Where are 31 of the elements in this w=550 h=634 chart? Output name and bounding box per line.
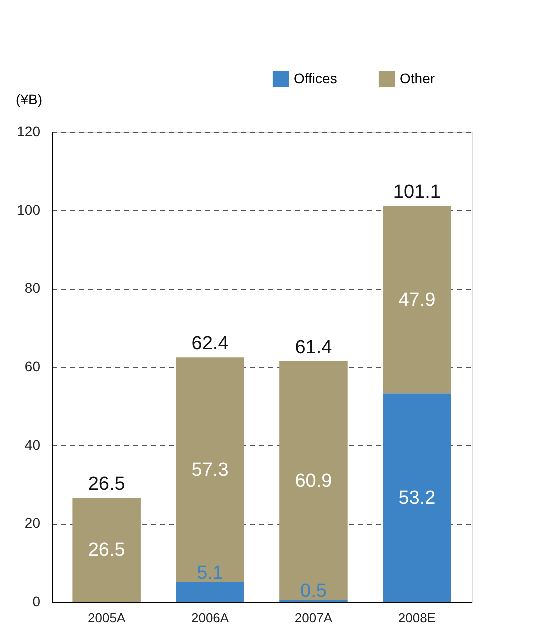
data-label: 5.1 xyxy=(197,563,224,584)
y-tick-label: 0 xyxy=(32,594,41,610)
data-label: 0.5 xyxy=(300,581,327,602)
bar xyxy=(383,206,452,394)
legend-label: Other xyxy=(400,70,436,86)
y-tick-label: 120 xyxy=(17,124,41,140)
x-tick-label: 2007A xyxy=(294,610,333,626)
bar xyxy=(176,358,244,582)
total-label: 61.4 xyxy=(295,338,333,359)
bar xyxy=(176,582,244,602)
legend-label: Offices xyxy=(294,70,338,86)
total-label: 62.4 xyxy=(192,334,230,355)
data-label: 60.9 xyxy=(295,470,332,492)
x-tick-label: 2005A xyxy=(88,610,126,626)
bar xyxy=(383,394,452,602)
data-label: 53.2 xyxy=(398,488,436,509)
total-label: 101.1 xyxy=(393,182,441,204)
y-tick-label: 60 xyxy=(24,358,41,374)
y-tick-label: 20 xyxy=(24,515,41,532)
bar xyxy=(280,362,348,600)
x-tick-label: 2006A xyxy=(191,610,230,626)
bar xyxy=(72,498,141,602)
data-label: 57.3 xyxy=(192,460,229,481)
y-tick-label: 100 xyxy=(17,202,41,218)
total-label: 26.5 xyxy=(88,474,126,496)
y-tick-label: 80 xyxy=(24,280,41,296)
y-axis-title: (¥B) xyxy=(16,92,42,108)
data-label: 26.5 xyxy=(88,540,126,562)
data-label: 47.9 xyxy=(398,290,436,311)
y-tick-label: 40 xyxy=(24,436,41,453)
x-tick-label: 2008E xyxy=(398,610,436,626)
